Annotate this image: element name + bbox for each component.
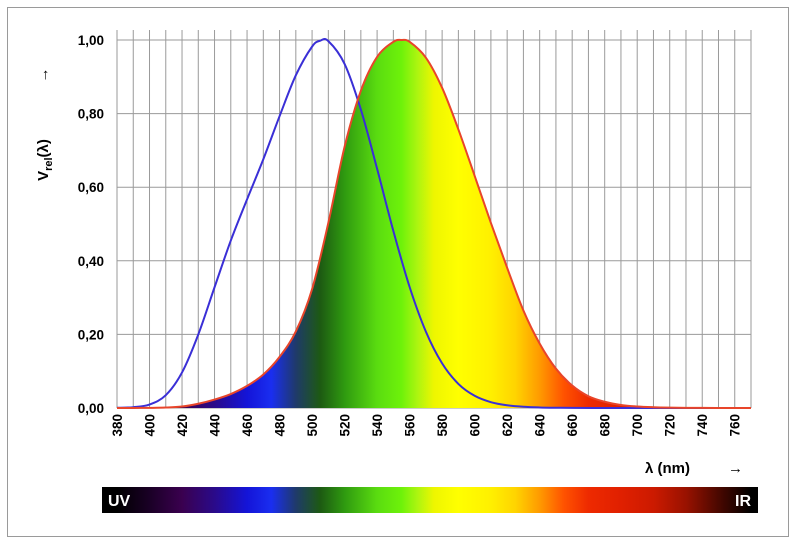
x-tick-label: 680 <box>598 414 613 437</box>
y-tick-labels: 0,00 0,20 0,40 0,60 0,80 1,00 <box>78 33 104 416</box>
y-tick-label: 1,00 <box>78 33 104 48</box>
y-tick-label: 0,80 <box>78 107 104 122</box>
x-tick-label: 560 <box>403 414 418 437</box>
x-tick-label: 520 <box>338 414 353 437</box>
x-axis-title: λ (nm) <box>645 460 690 477</box>
y-axis-title-group: Vrel(λ) <box>35 139 55 181</box>
x-tick-label: 440 <box>208 414 223 437</box>
x-tick-label: 380 <box>110 414 125 437</box>
photopic-curve <box>116 38 752 410</box>
y-axis-arrow-group: → <box>35 68 52 83</box>
x-tick-label: 720 <box>663 414 678 437</box>
x-tick-labels: 380 400 420 440 460 480 500 520 540 560 580 600 620 6… <box>110 414 743 437</box>
x-tick-label: 760 <box>728 414 743 437</box>
x-tick-label: 700 <box>630 414 645 437</box>
y-axis-title: Vrel(λ) <box>35 139 55 181</box>
y-tick-label: 0,00 <box>78 401 104 416</box>
x-tick-label: 420 <box>175 414 190 437</box>
x-tick-label: 460 <box>240 414 255 437</box>
y-tick-label: 0,40 <box>78 254 104 269</box>
x-tick-label: 660 <box>565 414 580 437</box>
x-tick-label: 480 <box>273 414 288 437</box>
x-axis-arrow: → <box>728 460 743 477</box>
spectrum-bar-ir-label: IR <box>735 493 751 510</box>
x-tick-label: 540 <box>370 414 385 437</box>
y-axis-arrow: → <box>35 68 52 83</box>
scotopic-curve <box>116 38 751 410</box>
x-tick-label: 400 <box>143 414 158 437</box>
x-tick-label: 740 <box>695 414 710 437</box>
x-tick-label: 580 <box>435 414 450 437</box>
x-tick-label: 620 <box>500 414 515 437</box>
photopic-spectrum-fill <box>117 39 751 409</box>
y-tick-label: 0,60 <box>78 180 104 195</box>
spectrum-bar-uv-label: UV <box>108 493 131 510</box>
y-tick-label: 0,20 <box>78 327 104 342</box>
x-tick-label: 500 <box>305 414 320 437</box>
spectrum-bar <box>102 487 758 513</box>
x-tick-label: 600 <box>468 414 483 437</box>
x-tick-label: 640 <box>533 414 548 437</box>
